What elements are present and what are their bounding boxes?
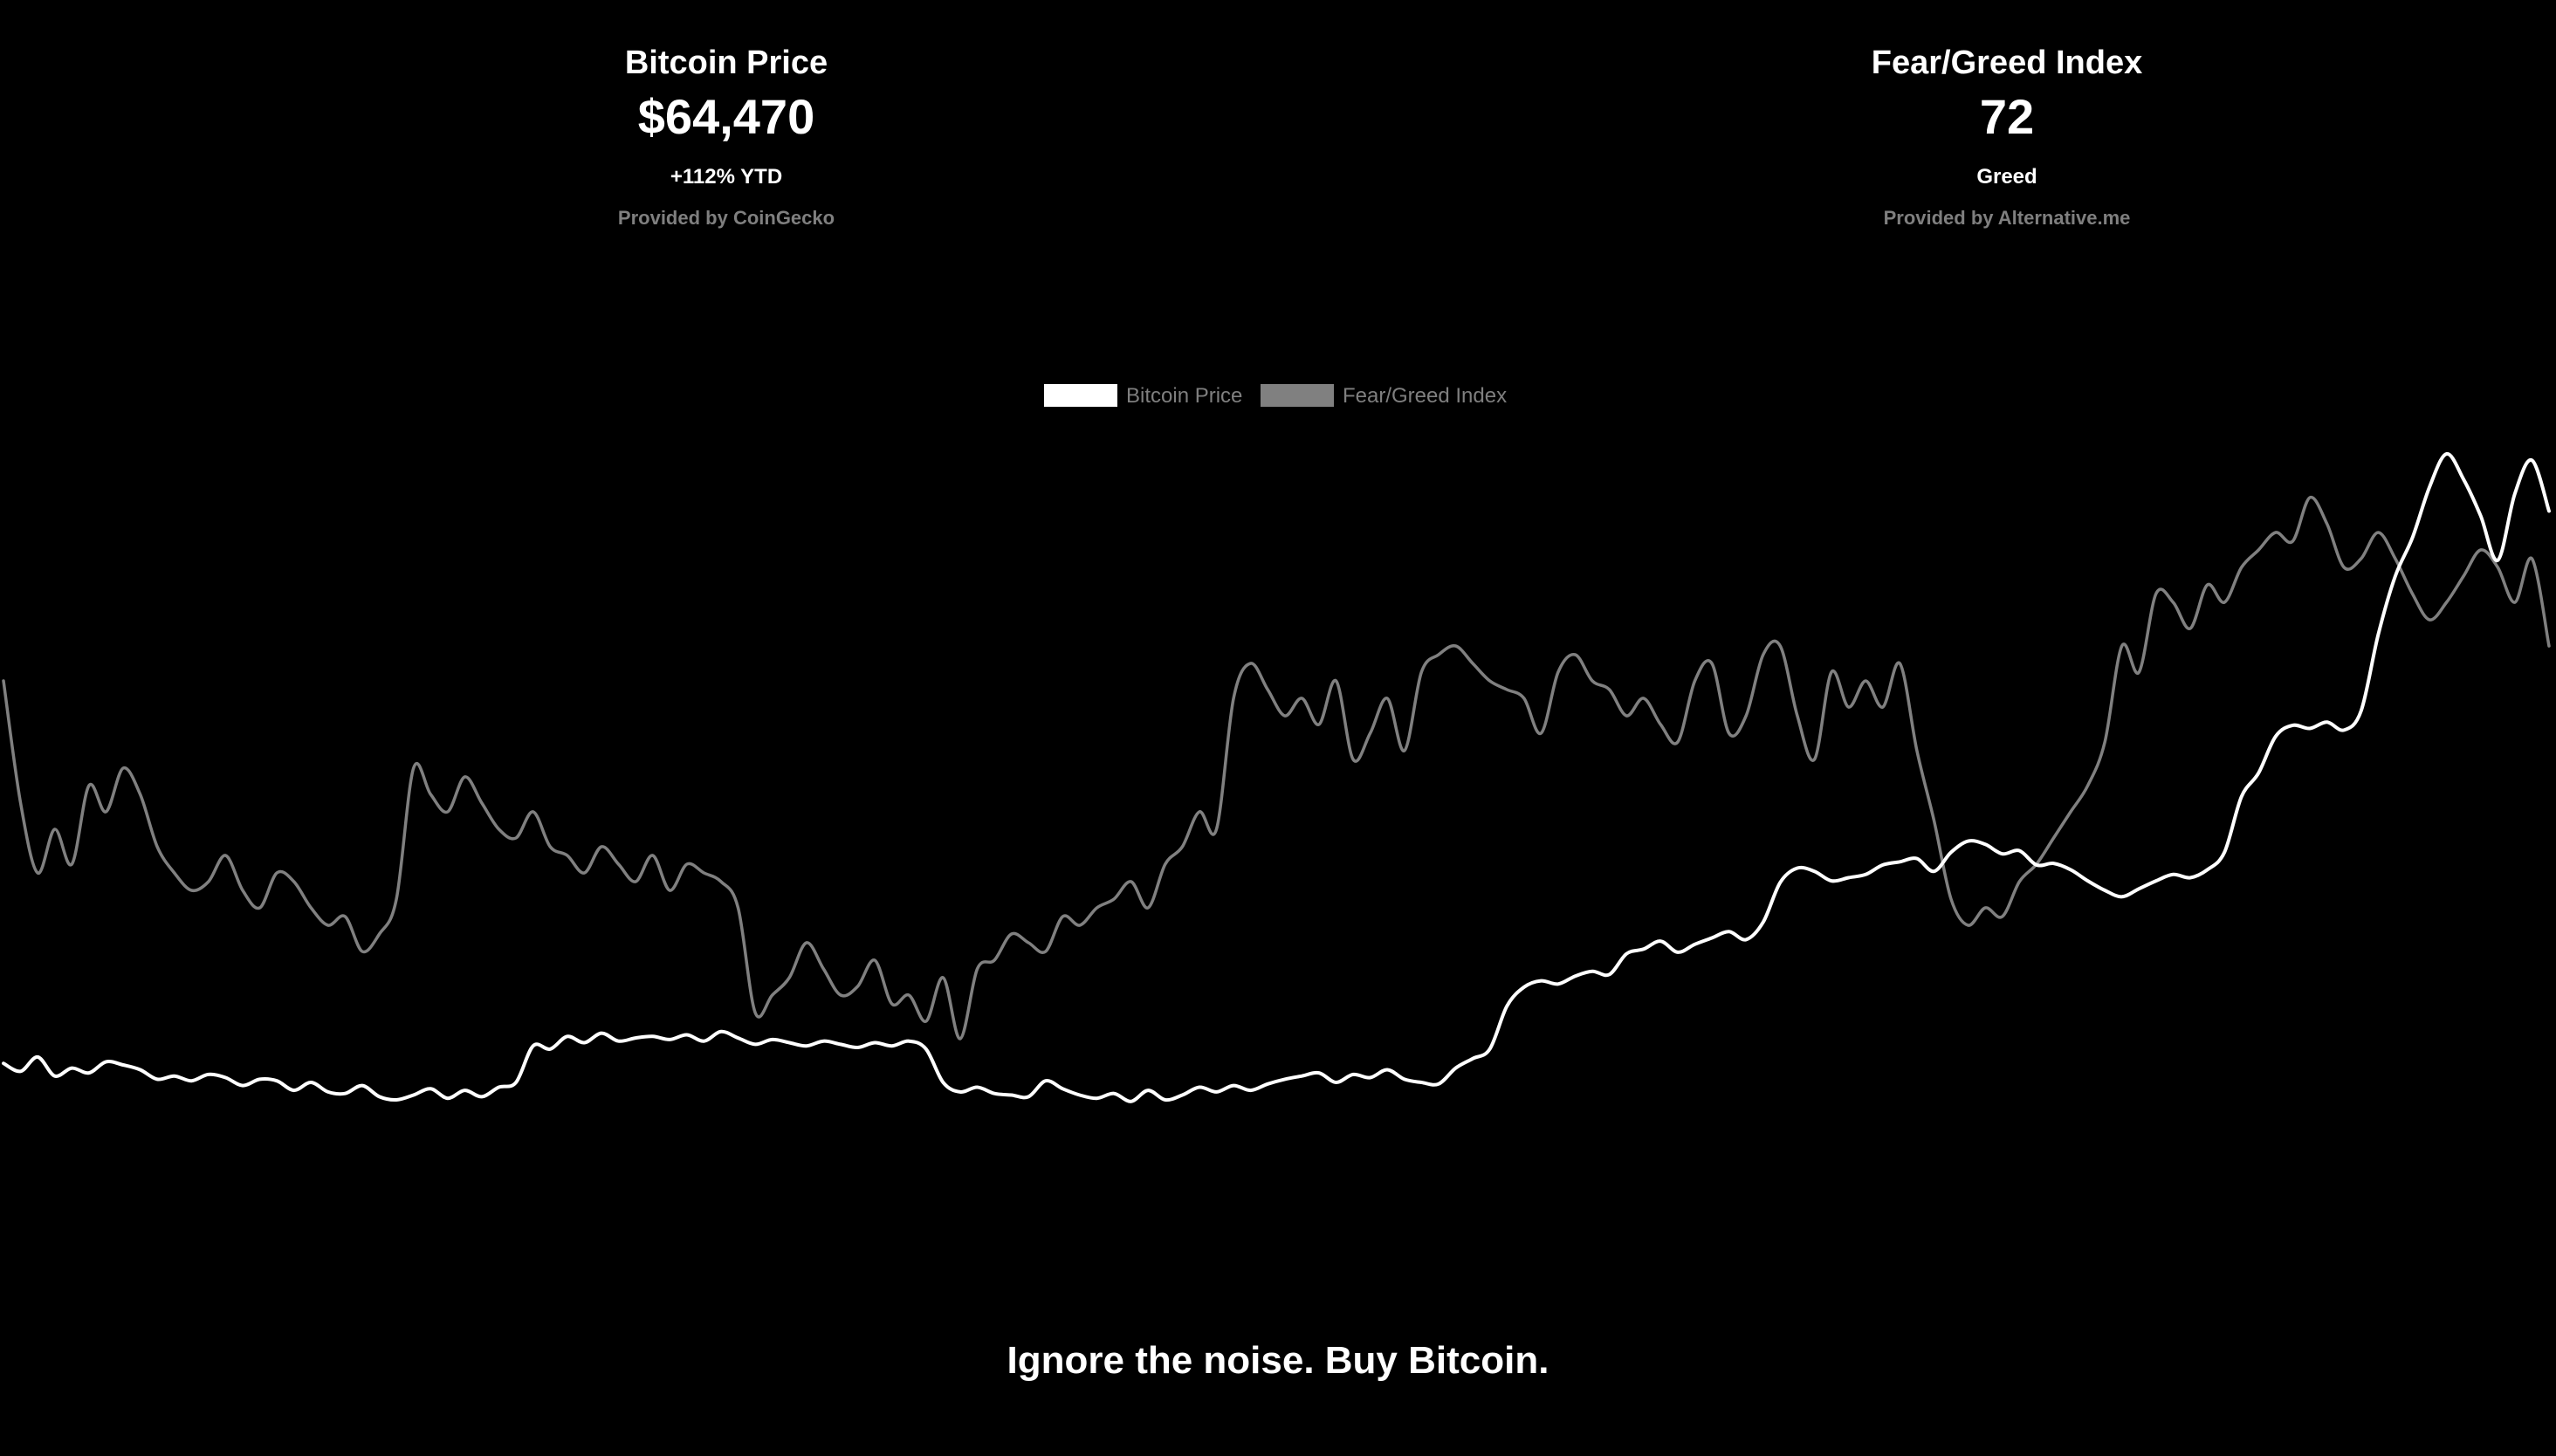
legend-swatch	[1044, 384, 1117, 407]
fear-greed-line	[2, 496, 2551, 1040]
legend-item-fear-greed[interactable]: Fear/Greed Index	[1261, 384, 1507, 408]
bitcoin-price-value: $64,470	[637, 89, 815, 144]
fear-greed-label: Greed	[1976, 165, 2037, 189]
legend-swatch	[1261, 384, 1334, 407]
bitcoin-price-line	[2, 452, 2551, 1103]
bitcoin-price-change: +112% YTD	[670, 165, 783, 189]
legend-label: Fear/Greed Index	[1343, 384, 1507, 408]
legend-item-bitcoin-price[interactable]: Bitcoin Price	[1044, 384, 1242, 408]
legend-label: Bitcoin Price	[1126, 384, 1242, 408]
price-vs-index-chart: Bitcoin Price Fear/Greed Index	[2, 384, 2551, 1103]
chart-legend: Bitcoin Price Fear/Greed Index	[1044, 384, 1507, 408]
tagline: Ignore the noise. Buy Bitcoin.	[1007, 1339, 1549, 1382]
chart-series	[2, 452, 2551, 1103]
fear-greed-title: Fear/Greed Index	[1871, 45, 2143, 81]
fear-greed-source[interactable]: Provided by Alternative.me	[1883, 207, 2131, 229]
bitcoin-price-panel: Bitcoin Price $64,470 +112% YTD Provided…	[464, 42, 988, 230]
bitcoin-price-title: Bitcoin Price	[624, 45, 828, 81]
fear-greed-panel: Fear/Greed Index 72 Greed Provided by Al…	[1745, 42, 2269, 230]
fear-greed-value: 72	[1979, 89, 2035, 144]
bitcoin-price-source[interactable]: Provided by CoinGecko	[617, 207, 835, 229]
